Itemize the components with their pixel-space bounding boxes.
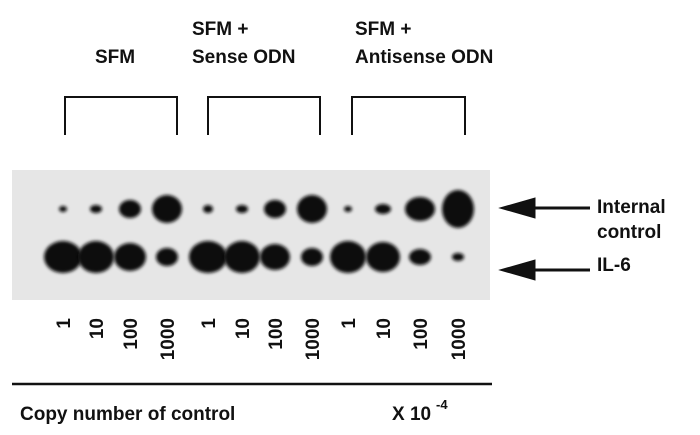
band-il6 [224, 241, 260, 273]
band-il6 [189, 241, 227, 273]
lane-label: 100 [411, 318, 432, 350]
band-il6 [330, 241, 366, 273]
lane-label: 1000 [449, 318, 470, 360]
bracket [351, 96, 466, 135]
band-label: Internal [597, 197, 666, 218]
group-label: Sense ODN [192, 47, 295, 68]
band-control [90, 205, 102, 213]
arrows [498, 197, 590, 281]
group-label: SFM + [192, 19, 248, 40]
arrow-head [498, 197, 536, 219]
caption: Copy number of control [20, 404, 235, 425]
band-control [203, 205, 213, 213]
lane-label: 1 [54, 318, 75, 329]
band-control [119, 200, 141, 218]
lane-label: 100 [266, 318, 287, 350]
group-label: SFM [95, 47, 135, 68]
lane-label: 10 [374, 318, 395, 339]
band-control [442, 190, 474, 228]
lane-label: 1 [339, 318, 360, 329]
band-il6 [452, 253, 464, 261]
lane-label: 10 [87, 318, 108, 339]
band-il6 [301, 248, 323, 266]
band-control [59, 206, 67, 212]
gel [12, 170, 490, 300]
band-control [297, 195, 327, 223]
band-il6 [409, 249, 431, 265]
lane-label: 100 [121, 318, 142, 350]
band-il6 [114, 243, 146, 271]
band-control [236, 205, 248, 213]
band-il6 [366, 242, 400, 272]
band-control [344, 206, 352, 212]
band-il6 [260, 244, 290, 270]
lane-label: 1 [199, 318, 220, 329]
band-il6 [78, 241, 114, 273]
caption-exponent: -4 [436, 397, 448, 412]
bracket [207, 96, 321, 135]
band-control [375, 204, 391, 214]
band-control [405, 197, 435, 221]
lane-label: 10 [233, 318, 254, 339]
lane-label: 1000 [158, 318, 179, 360]
band-label: control [597, 222, 661, 243]
band-il6 [156, 248, 178, 266]
band-control [152, 195, 182, 223]
band-il6 [44, 241, 82, 273]
arrow-head [498, 259, 536, 281]
lane-label: 1000 [303, 318, 324, 360]
bracket [64, 96, 178, 135]
band-label: IL-6 [597, 255, 631, 276]
group-label: SFM + [355, 19, 411, 40]
band-control [264, 200, 286, 218]
group-label: Antisense ODN [355, 47, 493, 68]
caption-multiplier: X 10 [392, 404, 431, 425]
